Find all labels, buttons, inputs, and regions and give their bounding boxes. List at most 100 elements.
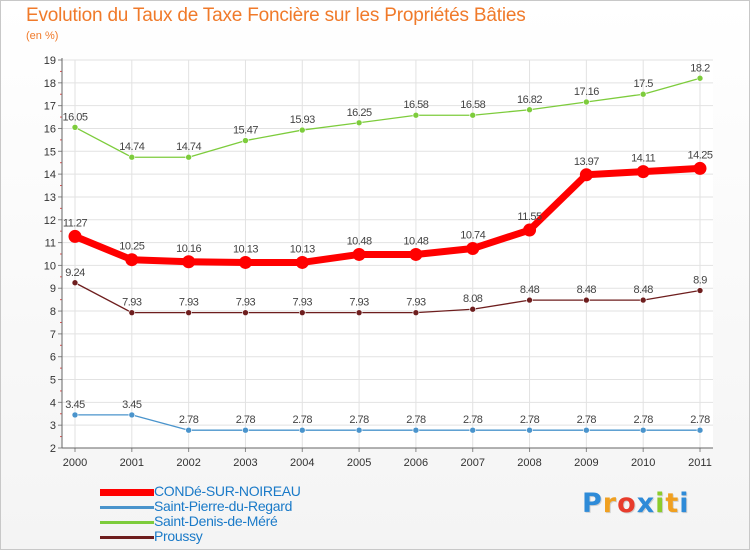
data-label-proussy: 8.48 [520, 284, 540, 296]
data-point-saint-denis-de-m-r [242, 137, 249, 144]
x-tick-label: 2010 [631, 457, 655, 469]
data-point-saint-pierre-du-regard [298, 426, 306, 434]
data-label-saint-denis-de-m-r: 16.05 [62, 111, 87, 123]
data-label-saint-denis-de-m-r: 16.58 [403, 99, 428, 111]
y-tick-label: 19 [44, 55, 56, 67]
data-point-saint-pierre-du-regard [128, 411, 136, 419]
data-label-saint-pierre-du-regard: 2.78 [236, 414, 256, 426]
x-tick-label: 2005 [347, 457, 371, 469]
data-label-saint-denis-de-m-r: 16.58 [460, 99, 485, 111]
data-label-saint-denis-de-m-r: 17.5 [633, 78, 653, 90]
data-point-saint-denis-de-m-r [526, 106, 533, 114]
data-point-cond-sur-noireau [238, 255, 252, 269]
data-point-proussy [298, 309, 306, 316]
data-label-saint-denis-de-m-r: 15.47 [233, 125, 258, 137]
data-point-proussy [469, 305, 477, 313]
x-tick-label: 2003 [233, 457, 257, 469]
data-point-saint-pierre-du-regard [583, 426, 590, 434]
data-label-proussy: 7.93 [122, 297, 142, 309]
data-label-proussy: 8.48 [577, 284, 597, 296]
data-point-saint-pierre-du-regard [185, 426, 192, 434]
proxiti-logo: Proxiti [582, 488, 690, 519]
data-label-proussy: 7.93 [293, 297, 313, 309]
data-point-saint-denis-de-m-r [583, 98, 590, 106]
data-point-proussy [185, 309, 192, 316]
data-label-saint-denis-de-m-r: 15.93 [290, 114, 315, 126]
series-line-cond-sur-noireau [71, 164, 704, 266]
data-label-saint-pierre-du-regard: 2.78 [293, 414, 313, 426]
data-label-cond-sur-noireau: 10.16 [176, 243, 201, 255]
data-label-proussy: 8.48 [633, 284, 653, 296]
y-tick-label: 4 [50, 397, 56, 409]
x-tick-label: 2008 [517, 457, 541, 469]
data-label-saint-denis-de-m-r: 17.16 [574, 86, 599, 98]
data-label-saint-pierre-du-regard: 2.78 [179, 414, 199, 426]
data-label-saint-pierre-du-regard: 2.78 [463, 414, 483, 426]
y-tick-label: 11 [45, 238, 56, 250]
y-tick-label: 13 [44, 192, 56, 204]
data-point-proussy [355, 309, 363, 316]
data-label-proussy: 8.08 [463, 293, 483, 305]
data-label-saint-pierre-du-regard: 2.78 [690, 414, 710, 426]
data-label-cond-sur-noireau: 10.13 [290, 243, 315, 255]
y-tick-label: 15 [44, 146, 56, 158]
data-point-proussy [71, 279, 79, 287]
data-label-proussy: 9.24 [65, 267, 85, 279]
series-line-saint-denis-de-m-r [74, 77, 701, 158]
data-label-cond-sur-noireau: 10.48 [347, 235, 372, 247]
logo-letter: t [665, 488, 680, 519]
logo-letter: o [617, 488, 637, 519]
data-label-saint-denis-de-m-r: 14.74 [176, 141, 201, 153]
data-label-cond-sur-noireau: 10.25 [119, 241, 144, 253]
x-tick-label: 2001 [120, 457, 144, 469]
data-point-cond-sur-noireau [693, 161, 707, 175]
data-point-saint-denis-de-m-r [412, 111, 420, 119]
data-label-saint-pierre-du-regard: 2.78 [577, 414, 597, 426]
data-point-saint-pierre-du-regard [355, 426, 363, 434]
data-label-saint-pierre-du-regard: 3.45 [65, 399, 85, 411]
y-tick-label: 12 [44, 215, 56, 227]
data-point-proussy [242, 309, 249, 316]
data-point-saint-pierre-du-regard [242, 426, 249, 434]
x-tick-label: 2011 [688, 457, 712, 469]
data-point-saint-denis-de-m-r [355, 119, 363, 127]
data-label-proussy: 7.93 [236, 297, 256, 309]
data-point-cond-sur-noireau [409, 247, 423, 261]
logo-letter: x [636, 488, 656, 519]
legend-label: Saint-Denis-de-Méré [154, 513, 278, 529]
data-point-saint-pierre-du-regard [696, 426, 704, 434]
data-point-saint-denis-de-m-r [469, 111, 477, 119]
data-label-saint-pierre-du-regard: 2.78 [633, 414, 653, 426]
data-label-saint-denis-de-m-r: 16.82 [517, 94, 542, 106]
data-label-saint-pierre-du-regard: 2.78 [406, 414, 426, 426]
x-tick-label: 2009 [574, 457, 598, 469]
data-label-cond-sur-noireau: 11.27 [63, 217, 88, 229]
y-tick-label: 6 [50, 352, 56, 364]
data-label-saint-pierre-du-regard: 3.45 [122, 399, 142, 411]
data-label-proussy: 8.9 [693, 275, 707, 287]
y-tick-label: 3 [50, 420, 56, 432]
x-tick-label: 2002 [176, 457, 200, 469]
y-tick-label: 8 [50, 306, 56, 318]
data-point-saint-pierre-du-regard [71, 411, 79, 419]
data-label-cond-sur-noireau: 10.48 [403, 235, 428, 247]
data-point-saint-pierre-du-regard [639, 426, 647, 434]
data-label-cond-sur-noireau: 14.11 [631, 153, 656, 165]
data-point-proussy [696, 287, 704, 294]
y-tick-label: 18 [44, 78, 56, 90]
data-point-saint-denis-de-m-r [639, 90, 647, 98]
logo-letter: i [655, 488, 666, 519]
chart-title: Evolution du Taux de Taxe Foncière sur l… [26, 5, 526, 26]
y-tick-label: 9 [50, 283, 56, 295]
legend-swatch [100, 506, 154, 509]
data-label-cond-sur-noireau: 11.55 [517, 211, 542, 223]
data-point-saint-pierre-du-regard [412, 426, 420, 434]
legend-label: Proussy [154, 528, 203, 544]
legend-swatch [100, 521, 154, 524]
data-point-cond-sur-noireau [636, 165, 650, 179]
data-label-proussy: 7.93 [406, 297, 426, 309]
data-point-proussy [412, 309, 420, 316]
data-point-proussy [128, 309, 136, 316]
chart-unit-label: (en %) [26, 30, 59, 42]
